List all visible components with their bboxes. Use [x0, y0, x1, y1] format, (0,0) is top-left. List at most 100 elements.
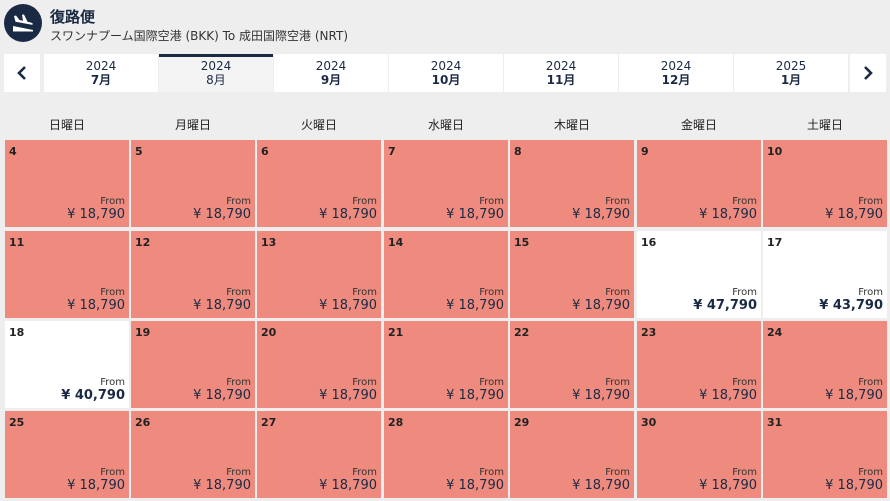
calendar-day-cell[interactable]: 8 From ¥ 18,790 — [510, 140, 634, 227]
day-number: 13 — [261, 236, 277, 249]
month-tab[interactable]: 2024 9月 — [274, 54, 388, 92]
month-tab[interactable]: 2025 1月 — [734, 54, 848, 92]
calendar-day-cell[interactable]: 24 From ¥ 18,790 — [763, 321, 887, 408]
day-number: 15 — [514, 236, 530, 249]
calendar-day-cell[interactable]: 26 From ¥ 18,790 — [131, 411, 255, 498]
previous-month-button[interactable] — [4, 54, 40, 92]
fare-price: ¥ 40,790 — [61, 388, 125, 403]
day-number: 27 — [261, 416, 277, 429]
weekday-label: 火曜日 — [300, 118, 337, 132]
day-number: 18 — [9, 326, 25, 339]
month-tab[interactable]: 2024 7月 — [44, 54, 158, 92]
calendar-day-cell[interactable]: 5 From ¥ 18,790 — [131, 140, 255, 227]
day-number: 26 — [135, 416, 151, 429]
from-label: From — [858, 196, 883, 207]
calendar-day-cell[interactable]: 25 From ¥ 18,790 — [5, 411, 129, 498]
month-tab-selected[interactable]: 2024 8月 — [159, 54, 273, 92]
calendar-day-cell[interactable]: 16 From ¥ 47,790 — [637, 231, 761, 318]
calendar-day-cell[interactable]: 23 From ¥ 18,790 — [637, 321, 761, 408]
calendar-day-cell[interactable]: 15 From ¥ 18,790 — [510, 231, 634, 318]
weekday-label: 月曜日 — [174, 118, 211, 132]
fare-price: ¥ 47,790 — [693, 298, 757, 313]
from-label: From — [226, 196, 251, 207]
calendar-day-cell[interactable]: 22 From ¥ 18,790 — [510, 321, 634, 408]
month-tab-month: 11月 — [546, 73, 576, 87]
calendar-day-cell[interactable]: 30 From ¥ 18,790 — [637, 411, 761, 498]
from-label: From — [226, 377, 251, 388]
fare-price: ¥ 18,790 — [825, 478, 883, 493]
next-month-button[interactable] — [850, 54, 886, 92]
from-label: From — [352, 287, 377, 298]
from-label: From — [479, 467, 504, 478]
calendar-day-cell[interactable]: 29 From ¥ 18,790 — [510, 411, 634, 498]
month-tab-year: 2024 — [660, 59, 692, 73]
from-label: From — [605, 287, 630, 298]
month-tab-month: 9月 — [320, 73, 342, 87]
calendar-day-cell[interactable]: 14 From ¥ 18,790 — [384, 231, 508, 318]
month-tab-month: 12月 — [661, 73, 691, 87]
weekday-label: 水曜日 — [427, 118, 464, 132]
weekday-label: 木曜日 — [553, 118, 590, 132]
from-label: From — [226, 467, 251, 478]
from-label: From — [226, 287, 251, 298]
month-tab-year: 2025 — [775, 59, 807, 73]
fare-price: ¥ 18,790 — [699, 207, 757, 222]
month-tab-month: 10月 — [431, 73, 461, 87]
day-number: 7 — [388, 145, 396, 158]
month-tab-year: 2024 — [200, 59, 232, 73]
month-tab[interactable]: 2024 11月 — [504, 54, 618, 92]
calendar-day-cell[interactable]: 7 From ¥ 18,790 — [384, 140, 508, 227]
fare-price: ¥ 18,790 — [67, 298, 125, 313]
from-label: From — [858, 467, 883, 478]
day-number: 14 — [388, 236, 404, 249]
fare-price: ¥ 18,790 — [193, 388, 251, 403]
calendar-day-cell[interactable]: 17 From ¥ 43,790 — [763, 231, 887, 318]
calendar-day-cell[interactable]: 10 From ¥ 18,790 — [763, 140, 887, 227]
calendar-day-cell[interactable]: 11 From ¥ 18,790 — [5, 231, 129, 318]
month-tab-year: 2024 — [430, 59, 462, 73]
calendar-day-cell[interactable]: 12 From ¥ 18,790 — [131, 231, 255, 318]
fare-price: ¥ 18,790 — [319, 388, 377, 403]
calendar-day-cell[interactable]: 28 From ¥ 18,790 — [384, 411, 508, 498]
calendar-day-cell[interactable]: 20 From ¥ 18,790 — [257, 321, 381, 408]
fare-price: ¥ 18,790 — [446, 298, 504, 313]
from-label: From — [352, 467, 377, 478]
weekday-header-row: 日曜日 月曜日 火曜日 水曜日 木曜日 金曜日 土曜日 — [0, 116, 890, 136]
day-number: 5 — [135, 145, 143, 158]
calendar-day-cell[interactable]: 18 From ¥ 40,790 — [5, 321, 129, 408]
day-number: 30 — [641, 416, 657, 429]
calendar-day-cell[interactable]: 13 From ¥ 18,790 — [257, 231, 381, 318]
calendar-day-cell[interactable]: 6 From ¥ 18,790 — [257, 140, 381, 227]
from-label: From — [352, 377, 377, 388]
from-label: From — [732, 196, 757, 207]
calendar-day-cell[interactable]: 9 From ¥ 18,790 — [637, 140, 761, 227]
fare-price: ¥ 18,790 — [825, 207, 883, 222]
fare-price: ¥ 18,790 — [446, 388, 504, 403]
day-number: 31 — [767, 416, 783, 429]
fare-price: ¥ 18,790 — [446, 478, 504, 493]
calendar-day-cell[interactable]: 19 From ¥ 18,790 — [131, 321, 255, 408]
fare-price: ¥ 18,790 — [319, 207, 377, 222]
day-number: 8 — [514, 145, 522, 158]
from-label: From — [605, 377, 630, 388]
from-label: From — [479, 377, 504, 388]
fare-price: ¥ 18,790 — [193, 478, 251, 493]
month-tab[interactable]: 2024 12月 — [619, 54, 733, 92]
month-tab-month: 1月 — [780, 73, 802, 87]
calendar-day-cell[interactable]: 27 From ¥ 18,790 — [257, 411, 381, 498]
from-label: From — [100, 467, 125, 478]
calendar-day-cell[interactable]: 4 From ¥ 18,790 — [5, 140, 129, 227]
fare-price: ¥ 18,790 — [699, 478, 757, 493]
day-number: 9 — [641, 145, 649, 158]
from-label: From — [605, 196, 630, 207]
calendar-day-cell[interactable]: 21 From ¥ 18,790 — [384, 321, 508, 408]
weekday-label: 日曜日 — [48, 118, 85, 132]
calendar-day-cell[interactable]: 31 From ¥ 18,790 — [763, 411, 887, 498]
day-number: 21 — [388, 326, 404, 339]
day-number: 24 — [767, 326, 783, 339]
month-tab[interactable]: 2024 10月 — [389, 54, 503, 92]
month-tab-month: 8月 — [206, 73, 226, 87]
day-number: 6 — [261, 145, 269, 158]
fare-price: ¥ 18,790 — [319, 298, 377, 313]
route-subtitle: スワンナプーム国際空港 (BKK) To 成田国際空港 (NRT) — [50, 29, 349, 43]
